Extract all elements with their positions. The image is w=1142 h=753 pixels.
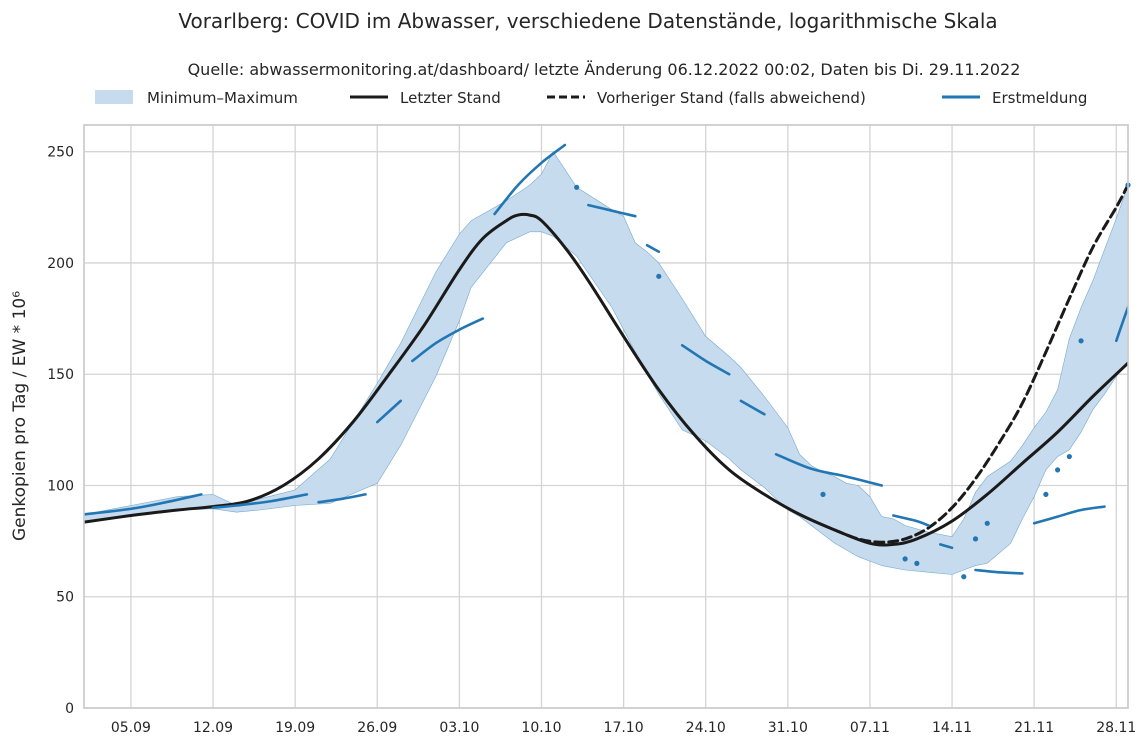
erstmeldung-point bbox=[1066, 453, 1072, 460]
x-tick-label: 07.11 bbox=[850, 720, 890, 736]
erstmeldung-point bbox=[820, 491, 826, 497]
erstmeldung-segment bbox=[680, 344, 731, 376]
erstmeldung-segment bbox=[1032, 505, 1106, 525]
chart-subtitle: Quelle: abwassermonitoring.at/dashboard/… bbox=[188, 60, 1021, 79]
legend-label-band: Minimum–Maximum bbox=[147, 89, 298, 107]
x-tick-label: 17.10 bbox=[604, 720, 644, 736]
x-tick-label: 21.11 bbox=[1014, 720, 1054, 736]
erstmeldung-point bbox=[972, 536, 979, 542]
series bbox=[84, 143, 1128, 575]
erstmeldung-point bbox=[656, 273, 662, 279]
legend-label-letzter-stand: Letzter Stand bbox=[400, 89, 501, 107]
erstmeldung-point bbox=[1043, 491, 1049, 497]
x-tick-label: 31.10 bbox=[768, 720, 808, 736]
erstmeldung-point bbox=[574, 184, 580, 190]
y-tick-label: 250 bbox=[47, 145, 74, 161]
erstmeldung-point bbox=[961, 574, 967, 580]
erstmeldung-segment bbox=[892, 514, 930, 527]
erstmeldung-segment bbox=[211, 493, 309, 509]
legend-label-erstmeldung: Erstmeldung bbox=[992, 89, 1087, 107]
y-tick-label: 0 bbox=[65, 701, 74, 717]
y-tick-label: 150 bbox=[47, 367, 74, 383]
x-tick-label: 10.10 bbox=[521, 720, 561, 736]
erstmeldung-segment bbox=[493, 143, 567, 216]
legend: Minimum–Maximum Letzter Stand Vorheriger… bbox=[95, 89, 1087, 107]
x-tick-label: 14.11 bbox=[932, 720, 972, 736]
letzter-stand-line bbox=[84, 212, 1128, 547]
legend-swatch-band bbox=[95, 90, 133, 104]
erstmeldung-segment bbox=[376, 399, 402, 424]
y-tick-label: 200 bbox=[47, 256, 74, 272]
erstmeldung-point bbox=[914, 560, 920, 566]
erstmeldung-point bbox=[902, 556, 908, 562]
erstmeldung-segment bbox=[939, 543, 954, 550]
y-axis-label: Genkopien pro Tag / EW * 10⁶ bbox=[10, 291, 30, 541]
x-tick-label: 19.09 bbox=[275, 720, 315, 736]
x-tick-label: 03.10 bbox=[439, 720, 479, 736]
x-axis-ticks: 05.09 12.09 19.09 26.09 03.10 10.10 17.10 24.10… bbox=[111, 720, 1136, 736]
chart-title: Vorarlberg: COVID im Abwasser, verschied… bbox=[178, 9, 997, 33]
erstmeldung-segment bbox=[974, 568, 1024, 575]
plot-area bbox=[83, 124, 1131, 709]
erstmeldung-segment bbox=[84, 493, 203, 516]
x-tick-label: 24.10 bbox=[686, 720, 726, 736]
erstmeldung-point bbox=[1055, 467, 1061, 473]
x-tick-label: 12.09 bbox=[193, 720, 233, 736]
y-tick-label: 100 bbox=[47, 478, 74, 494]
plot-frame-outline bbox=[83, 124, 1129, 709]
y-axis-ticks: 0 50 100 150 200 250 bbox=[47, 145, 74, 717]
erstmeldung-segment bbox=[317, 493, 367, 504]
erstmeldung-segment bbox=[774, 453, 883, 487]
erstmeldung-segment bbox=[739, 399, 766, 416]
y-tick-label: 50 bbox=[56, 590, 74, 606]
erstmeldung-segment bbox=[645, 243, 661, 254]
erstmeldung-segment bbox=[587, 203, 637, 218]
erstmeldung-segment bbox=[1115, 303, 1128, 343]
x-tick-label: 28.11 bbox=[1096, 720, 1136, 736]
x-tick-label: 05.09 bbox=[111, 720, 151, 736]
grid bbox=[84, 125, 1128, 709]
erstmeldung-point bbox=[1078, 338, 1084, 344]
vorheriger-stand-falls-abweichend-line bbox=[833, 183, 1128, 544]
legend-label-vorheriger-stand: Vorheriger Stand (falls abweichend) bbox=[597, 89, 866, 107]
erstmeldung-point bbox=[984, 520, 990, 526]
x-tick-label: 26.09 bbox=[357, 720, 397, 736]
erstmeldung-segment bbox=[411, 317, 485, 363]
